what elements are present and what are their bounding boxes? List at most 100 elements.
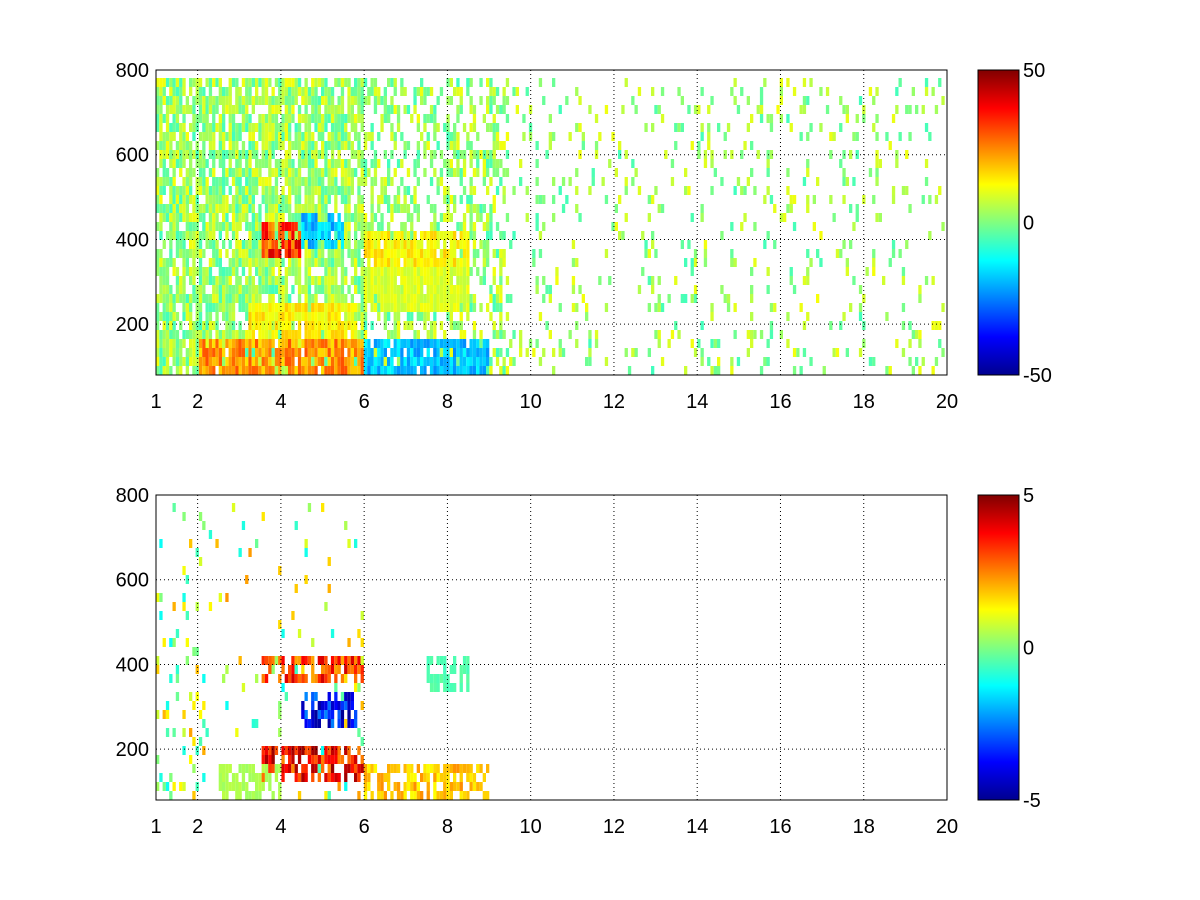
top-heat-cell bbox=[175, 330, 180, 339]
top-heat-cell bbox=[482, 159, 486, 168]
top-heat-cell bbox=[208, 105, 213, 114]
top-heat-cell bbox=[499, 159, 503, 168]
top-heat-cell bbox=[347, 204, 351, 213]
top-heat-cell bbox=[327, 339, 331, 348]
top-heat-cell bbox=[670, 177, 675, 186]
top-heat-cell bbox=[284, 249, 288, 258]
top-heat-cell bbox=[618, 195, 622, 204]
top-heat-cell bbox=[469, 177, 473, 186]
top-heat-cell bbox=[245, 177, 249, 186]
bottom-heat-cell bbox=[301, 746, 305, 755]
top-heat-cell bbox=[198, 78, 203, 87]
top-heat-cell bbox=[297, 231, 302, 240]
bottom-heat-cell bbox=[344, 746, 348, 755]
top-heat-cell bbox=[489, 78, 493, 87]
top-heat-cell bbox=[561, 348, 566, 357]
top-heat-cell bbox=[231, 204, 236, 213]
bottom-heat-cell bbox=[334, 701, 338, 710]
bottom-heat-cell bbox=[294, 764, 298, 773]
bottom-heat-cell bbox=[446, 764, 450, 773]
top-heat-cell bbox=[578, 123, 582, 132]
bottom-heat-cell bbox=[327, 557, 331, 566]
top-heat-cell bbox=[215, 213, 219, 222]
top-heat-cell bbox=[337, 348, 341, 357]
top-heat-cell bbox=[449, 249, 453, 258]
bottom-heat-cell bbox=[202, 746, 206, 755]
bottom-heat-cell bbox=[205, 728, 209, 737]
top-heat-cell bbox=[426, 357, 430, 366]
bottom-heat-cell bbox=[297, 791, 302, 800]
top-heat-cell bbox=[637, 285, 642, 294]
bottom-heat-cell bbox=[172, 602, 176, 611]
top-heat-cell bbox=[476, 204, 480, 213]
top-heat-cell bbox=[172, 339, 176, 348]
top-heat-cell bbox=[278, 213, 282, 222]
top-heat-cell bbox=[255, 294, 259, 303]
top-heat-cell bbox=[195, 159, 199, 168]
top-heat-cell bbox=[278, 222, 282, 231]
top-heat-cell bbox=[400, 204, 404, 213]
top-heat-cell bbox=[350, 258, 354, 267]
top-heat-cell bbox=[403, 222, 407, 231]
top-heat-cell bbox=[175, 105, 180, 114]
top-heat-cell bbox=[750, 267, 754, 276]
top-heat-cell bbox=[637, 87, 642, 96]
top-heat-cell bbox=[895, 105, 899, 114]
top-heat-cell bbox=[571, 276, 576, 285]
bottom-heat-cell bbox=[462, 791, 467, 800]
bottom-heat-cell bbox=[301, 665, 305, 674]
top-heat-cell bbox=[377, 222, 381, 231]
top-heat-cell bbox=[222, 294, 226, 303]
top-heat-cell bbox=[433, 105, 437, 114]
top-heat-cell bbox=[390, 348, 394, 357]
top-heat-cell bbox=[340, 357, 345, 366]
top-heat-cell bbox=[172, 330, 176, 339]
top-heat-cell bbox=[446, 96, 450, 105]
top-heat-cell bbox=[317, 222, 321, 231]
top-heat-cell bbox=[634, 348, 638, 357]
bottom-heat-cell bbox=[288, 764, 292, 773]
top-heat-cell bbox=[218, 294, 222, 303]
bottom-heat-cell bbox=[354, 764, 358, 773]
top-x-ticks: 1 2 4 6 8 10 12 14 16 18 20 bbox=[150, 391, 958, 413]
top-heat-cell bbox=[288, 78, 292, 87]
top-heat-cell bbox=[393, 78, 397, 87]
top-heat-cell bbox=[924, 78, 929, 87]
top-heat-cell bbox=[406, 312, 411, 321]
top-heat-cell bbox=[730, 222, 734, 231]
top-heat-cell bbox=[717, 366, 721, 375]
top-heat-cell bbox=[251, 204, 255, 213]
top-heat-cell bbox=[426, 87, 430, 96]
top-heat-cell bbox=[192, 123, 196, 132]
top-heat-cell bbox=[578, 96, 582, 105]
top-heat-cell bbox=[462, 168, 467, 177]
top-heat-cell bbox=[486, 240, 490, 249]
top-heat-cell bbox=[542, 195, 546, 204]
top-heat-cell bbox=[189, 240, 193, 249]
bottom-heat-cell bbox=[162, 782, 166, 791]
top-heat-cell bbox=[938, 78, 942, 87]
bottom-heat-cell bbox=[314, 755, 318, 764]
top-heat-cell bbox=[357, 96, 361, 105]
top-heat-cell bbox=[443, 231, 447, 240]
top-heat-cell bbox=[337, 330, 341, 339]
top-heat-cell bbox=[535, 195, 539, 204]
bottom-heat-cell bbox=[354, 539, 358, 548]
top-heat-cell bbox=[730, 150, 734, 159]
top-heat-cell bbox=[931, 321, 935, 330]
top-heat-cell bbox=[380, 294, 384, 303]
top-heat-cell bbox=[228, 240, 232, 249]
bottom-heat-cell bbox=[453, 782, 457, 791]
top-heat-cell bbox=[264, 357, 269, 366]
top-heat-cell bbox=[304, 366, 308, 375]
top-heat-cell bbox=[202, 132, 206, 141]
top-heat-cell bbox=[469, 141, 473, 150]
top-heat-cell bbox=[324, 357, 328, 366]
top-heat-cell bbox=[307, 357, 312, 366]
top-heat-cell bbox=[264, 132, 269, 141]
top-heat-cell bbox=[324, 213, 328, 222]
bottom-heat-cell bbox=[248, 764, 252, 773]
top-heat-cell bbox=[393, 267, 397, 276]
top-heat-cell bbox=[228, 78, 232, 87]
top-heat-cell bbox=[693, 105, 698, 114]
